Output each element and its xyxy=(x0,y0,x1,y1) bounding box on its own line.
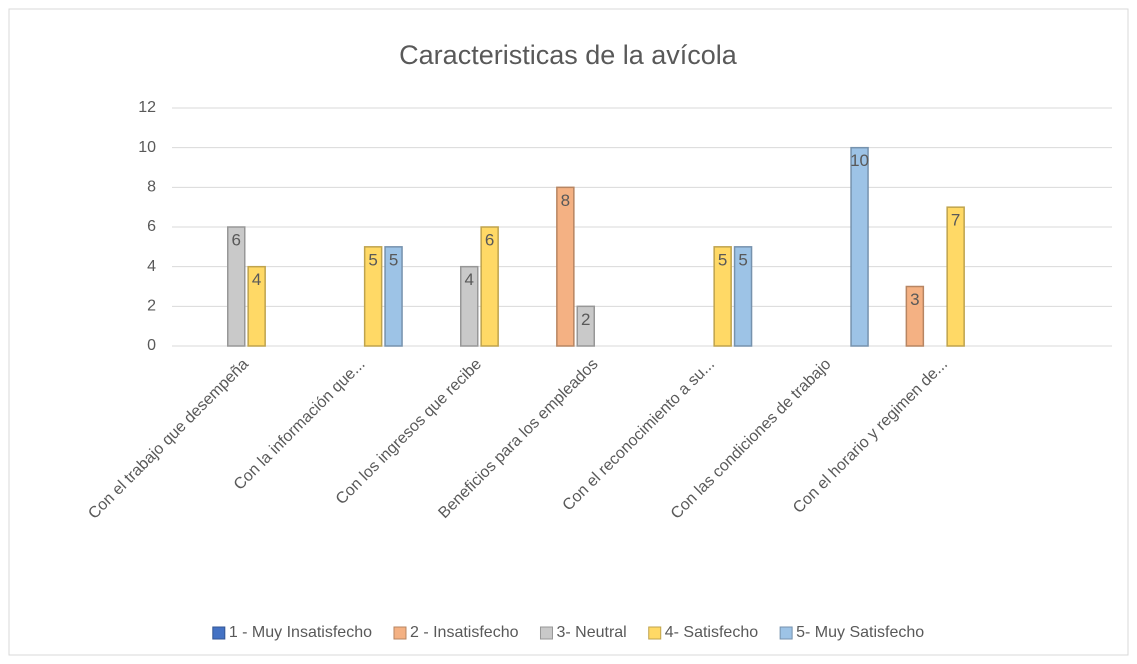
bar xyxy=(850,146,869,347)
bar xyxy=(384,246,403,347)
legend-swatch xyxy=(648,626,662,640)
bar xyxy=(227,226,246,347)
legend-swatch xyxy=(212,626,226,640)
y-tick-label: 0 xyxy=(147,337,156,354)
bar xyxy=(460,265,479,347)
y-tick-label: 4 xyxy=(147,258,156,275)
bar xyxy=(576,305,595,347)
bar xyxy=(363,246,383,347)
data-label: 5 xyxy=(738,250,747,269)
data-label: 8 xyxy=(561,191,570,210)
legend-swatch xyxy=(539,626,553,640)
data-label: 2 xyxy=(581,310,590,329)
bar xyxy=(480,226,499,347)
data-label: 4 xyxy=(252,270,261,289)
legend-swatch xyxy=(393,626,407,640)
y-tick-label: 6 xyxy=(147,218,156,235)
bar xyxy=(733,246,753,347)
legend-label: 4- Satisfecho xyxy=(665,624,758,641)
y-tick-label: 10 xyxy=(138,139,156,156)
bar xyxy=(247,265,266,347)
data-label: 3 xyxy=(910,290,919,309)
bar xyxy=(713,246,732,347)
bar xyxy=(556,186,575,347)
legend-label: 1 - Muy Insatisfecho xyxy=(229,624,372,641)
y-tick-label: 8 xyxy=(147,179,156,196)
legend-label: 3- Neutral xyxy=(556,624,626,641)
data-label: 5 xyxy=(368,250,377,269)
legend-label: 5- Muy Satisfecho xyxy=(796,624,924,641)
bar xyxy=(946,206,965,347)
legend-label: 2 - Insatisfecho xyxy=(410,624,519,641)
data-label: 10 xyxy=(850,151,869,170)
chart-title: Caracteristicas de la avícola xyxy=(399,40,738,70)
bar xyxy=(905,285,925,347)
data-label: 4 xyxy=(465,270,474,289)
data-label: 7 xyxy=(951,211,960,230)
y-tick-label: 12 xyxy=(138,99,156,116)
data-label: 5 xyxy=(389,250,398,269)
data-label: 6 xyxy=(485,230,494,249)
data-label: 6 xyxy=(232,230,241,249)
legend-swatch xyxy=(779,626,793,640)
data-label: 5 xyxy=(718,250,727,269)
y-tick-label: 2 xyxy=(147,298,156,315)
